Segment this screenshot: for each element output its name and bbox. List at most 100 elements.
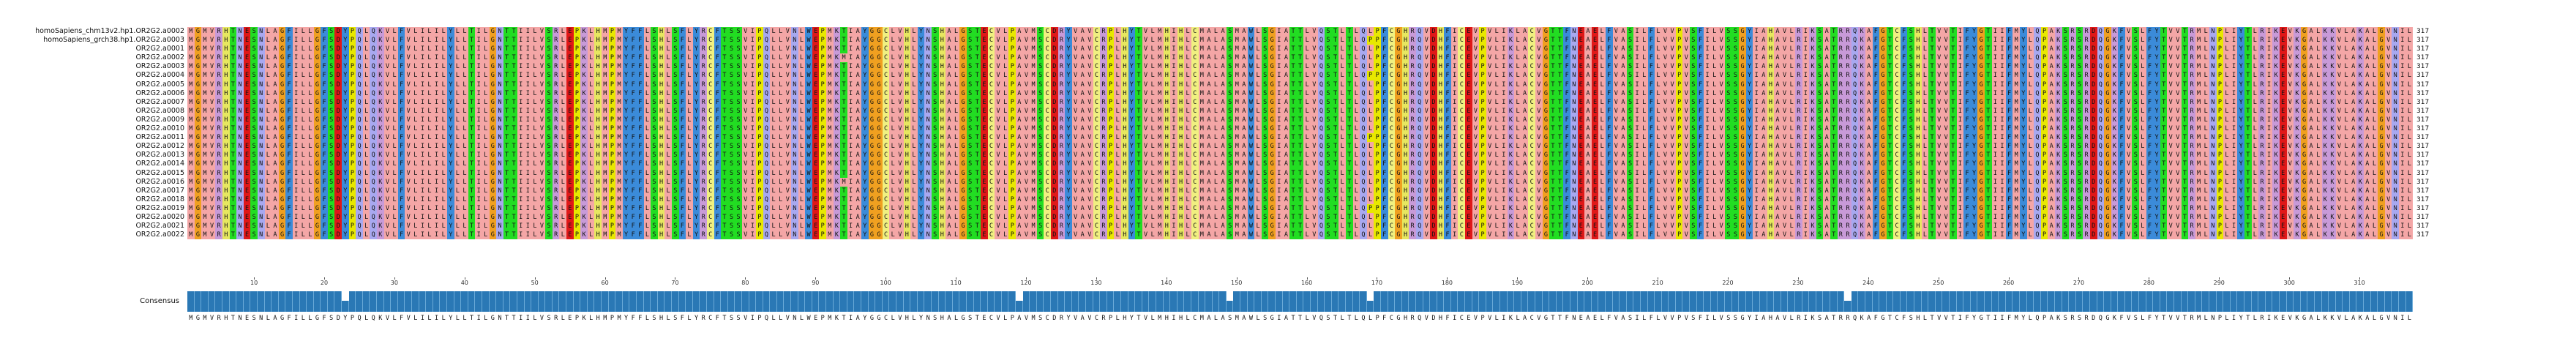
residue-cell: C bbox=[1388, 142, 1396, 151]
residue-cell: T bbox=[503, 53, 511, 63]
residue-cell: F bbox=[1872, 124, 1880, 134]
residue-cell: A bbox=[1774, 151, 1781, 160]
residue-cell: S bbox=[1731, 97, 1740, 107]
residue-cell: T bbox=[1830, 53, 1838, 63]
residue-cell: H bbox=[1163, 115, 1171, 125]
residue-cell: T bbox=[468, 36, 476, 45]
residue-cell: I bbox=[1999, 142, 2006, 151]
residue-cell: L bbox=[2202, 133, 2209, 143]
residue-cell: F bbox=[1872, 115, 1880, 125]
residue-cell: R bbox=[1837, 115, 1845, 125]
residue-cell: S bbox=[1907, 151, 1915, 160]
residue-cell: R bbox=[2083, 71, 2090, 80]
residue-cell: N bbox=[924, 151, 932, 160]
residue-cell: L bbox=[391, 124, 398, 134]
residue-cell: T bbox=[721, 151, 728, 160]
residue-cell: Y bbox=[861, 160, 869, 169]
residue-cell: I bbox=[524, 151, 532, 160]
residue-cell: T bbox=[1345, 62, 1353, 72]
residue-cell: C bbox=[1191, 53, 1199, 63]
residue-cell: L bbox=[1598, 124, 1606, 134]
residue-cell: L bbox=[2405, 115, 2414, 125]
residue-cell: V bbox=[405, 151, 412, 160]
residue-cell: N bbox=[2392, 142, 2400, 151]
residue-cell: A bbox=[1079, 62, 1086, 72]
residue-cell: P bbox=[1107, 115, 1115, 125]
residue-cell: R bbox=[215, 151, 222, 160]
residue-cell: L bbox=[1788, 133, 1795, 143]
residue-cell: S bbox=[727, 27, 735, 37]
residue-cell: G bbox=[1879, 36, 1887, 45]
residue-cell: F bbox=[2005, 80, 2013, 89]
residue-cell: L bbox=[1352, 97, 1360, 107]
residue-cell: L bbox=[2251, 45, 2259, 54]
residue-cell: V bbox=[784, 142, 792, 151]
sequence-name: OR2G2.a0014 bbox=[135, 160, 184, 168]
residue-cell: R bbox=[700, 45, 707, 54]
residue-cell: G bbox=[313, 142, 321, 151]
residue-cell: F bbox=[1605, 124, 1613, 134]
residue-cell: R bbox=[2188, 36, 2195, 45]
residue-cell: N bbox=[257, 53, 265, 63]
residue-cell: A bbox=[1760, 53, 1767, 63]
residue-cell: L bbox=[1212, 97, 1220, 107]
residue-cell: N bbox=[496, 160, 503, 169]
residue-cell: V bbox=[2174, 89, 2182, 98]
residue-cell: P bbox=[2216, 89, 2224, 98]
residue-cell: N bbox=[791, 36, 798, 45]
residue-cell: A bbox=[272, 106, 279, 116]
residue-cell: G bbox=[868, 106, 876, 116]
residue-cell: L bbox=[798, 27, 806, 37]
residue-cell: S bbox=[1036, 27, 1044, 37]
residue-cell: H bbox=[938, 80, 946, 89]
residue-cell: T bbox=[1331, 53, 1339, 63]
residue-cell: L bbox=[1303, 133, 1311, 143]
residue-cell: R bbox=[552, 124, 560, 134]
residue-cell: L bbox=[299, 27, 307, 37]
residue-cell: A bbox=[1823, 106, 1830, 116]
residue-cell: M bbox=[1156, 62, 1164, 72]
residue-cell: I bbox=[1170, 36, 1177, 45]
residue-cell: C bbox=[1191, 80, 1199, 89]
residue-cell: V bbox=[405, 53, 412, 63]
residue-cell: L bbox=[1640, 53, 1648, 63]
residue-cell: Y bbox=[2153, 142, 2160, 151]
residue-cell: M bbox=[1198, 160, 1206, 169]
residue-cell: T bbox=[503, 27, 511, 37]
residue-cell: P bbox=[348, 133, 356, 143]
residue-cell: Y bbox=[917, 89, 925, 98]
residue-cell: L bbox=[2139, 142, 2146, 151]
residue-cell: I bbox=[2230, 133, 2238, 143]
residue-cell: L bbox=[531, 124, 539, 134]
residue-cell: C bbox=[1528, 89, 1535, 98]
residue-cell: K bbox=[2329, 106, 2336, 116]
residue-cell: L bbox=[461, 133, 468, 143]
residue-cell: L bbox=[559, 45, 567, 54]
residue-cell: G bbox=[2378, 80, 2385, 89]
residue-cell: Q bbox=[1415, 97, 1423, 107]
residue-cell: L bbox=[1352, 89, 1360, 98]
residue-cell: H bbox=[222, 160, 230, 169]
residue-cell: M bbox=[602, 97, 609, 107]
residue-cell: M bbox=[1156, 124, 1164, 134]
residue-cell: R bbox=[2069, 142, 2076, 151]
residue-cell: T bbox=[1345, 45, 1353, 54]
residue-cell: L bbox=[770, 27, 777, 37]
residue-cell: M bbox=[826, 142, 834, 151]
residue-cell: T bbox=[1886, 45, 1894, 54]
residue-cell: I bbox=[433, 27, 441, 37]
residue-cell: R bbox=[1844, 45, 1852, 54]
residue-cell: A bbox=[1079, 106, 1086, 116]
residue-cell: K bbox=[2356, 62, 2365, 72]
residue-cell: A bbox=[1282, 80, 1290, 89]
residue-cell: F bbox=[1963, 97, 1971, 107]
residue-cell: G bbox=[1977, 151, 1985, 160]
residue-cell: Y bbox=[342, 97, 349, 107]
residue-cell: S bbox=[1816, 53, 1824, 63]
residue-cell: I bbox=[1500, 71, 1508, 80]
residue-cell: L bbox=[2026, 80, 2034, 89]
residue-cell: H bbox=[1120, 36, 1128, 45]
residue-cell: L bbox=[454, 89, 462, 98]
residue-cell: L bbox=[391, 97, 398, 107]
